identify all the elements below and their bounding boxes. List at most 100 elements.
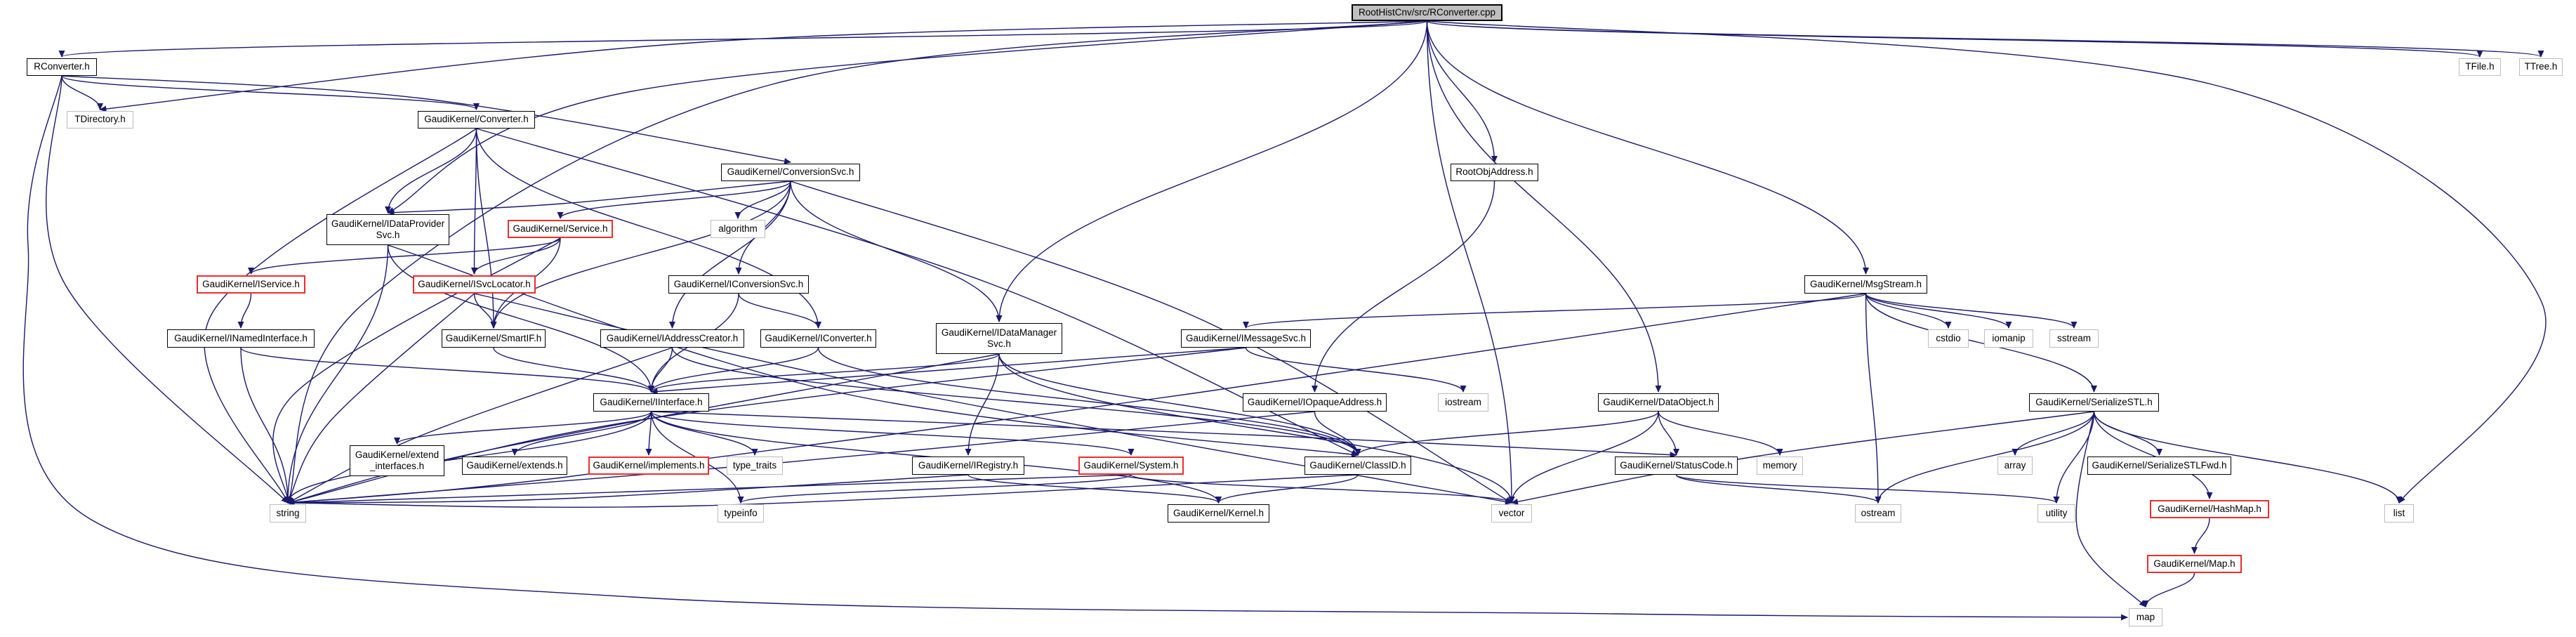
graph-node-list[interactable]: list — [2384, 504, 2414, 523]
edge-rconverter_h-tdirectory — [61, 75, 103, 110]
edge-main_cpp-idatamanagersvc — [996, 20, 1428, 322]
graph-node-rootobjaddress[interactable]: RootObjAddress.h — [1451, 164, 1538, 181]
edge-iregistry-string — [287, 474, 969, 506]
graph-node-dataobject[interactable]: GaudiKernel/DataObject.h — [1598, 393, 1719, 412]
graph-node-isvclocator[interactable]: GaudiKernel/ISvcLocator.h — [413, 275, 536, 294]
graph-node-statuscode[interactable]: GaudiKernel/StatusCode.h — [1615, 457, 1738, 475]
graph-node-iomanip[interactable]: iomanip — [1984, 329, 2033, 348]
graph-node-iopaqueaddress[interactable]: GaudiKernel/IOpaqueAddress.h — [1243, 393, 1387, 412]
edge-classid-kernel — [1215, 474, 1359, 504]
graph-node-iservice[interactable]: GaudiKernel/IService.h — [197, 275, 305, 294]
edge-main_cpp-string — [287, 20, 1427, 504]
edge-dataobject-memory — [1658, 411, 1783, 456]
graph-node-typeinfo[interactable]: typeinfo — [718, 504, 764, 523]
graph-node-algorithm[interactable]: algorithm — [711, 220, 765, 238]
edge-imessagesvc-iinterface — [650, 347, 1246, 395]
edge-conversionsvc-smartif — [490, 180, 791, 329]
edge-rconverter_h-map — [22, 75, 2128, 621]
graph-node-iaddresscreator[interactable]: GaudiKernel/IAddressCreator.h — [600, 329, 744, 348]
edge-system-typeinfo — [737, 474, 1132, 504]
graph-node-service_h[interactable]: GaudiKernel/Service.h — [508, 220, 613, 238]
graph-node-iinterface[interactable]: GaudiKernel/IInterface.h — [593, 393, 709, 412]
edge-dataobject-classid — [1354, 411, 1659, 456]
edge-main_cpp-rootobjaddress — [1426, 20, 1498, 163]
graph-node-msgstream[interactable]: GaudiKernel/MsgStream.h — [1804, 275, 1927, 294]
graph-node-ostream[interactable]: ostream — [1855, 504, 1901, 523]
graph-node-array[interactable]: array — [1997, 457, 2033, 475]
graph-node-utility[interactable]: utility — [2037, 504, 2075, 523]
graph-node-cstdio[interactable]: cstdio — [1928, 329, 1969, 348]
graph-node-sstream[interactable]: sstream — [2049, 329, 2099, 348]
edge-iinterface-extends — [511, 411, 652, 456]
edge-main_cpp-tfile — [1426, 20, 2483, 58]
graph-node-extend_interfaces[interactable]: GaudiKernel/extend _interfaces.h — [350, 445, 444, 476]
graph-node-classid[interactable]: GaudiKernel/ClassID.h — [1304, 457, 1411, 475]
graph-node-system[interactable]: GaudiKernel/System.h — [1078, 457, 1184, 475]
edge-serializestl-ostream — [1875, 411, 2095, 504]
graph-node-idataprovidersvc[interactable]: GaudiKernel/IDataProvider Svc.h — [326, 214, 449, 245]
edge-serializestl-utility — [2053, 411, 2095, 504]
edge-main_cpp-idataprovidersvc — [387, 20, 1427, 214]
edge-isvclocator-vector — [474, 293, 1512, 505]
graph-node-imessagesvc[interactable]: GaudiKernel/IMessageSvc.h — [1181, 329, 1311, 348]
edge-map_h-map — [2142, 572, 2195, 608]
edge-idatamanagersvc-iinterface — [648, 353, 1000, 393]
edge-main_cpp-ttree — [1426, 20, 2544, 58]
graph-node-iostream[interactable]: iostream — [1438, 393, 1488, 412]
edge-statuscode-ostream — [1675, 474, 1882, 504]
edge-serializestl-map — [2075, 411, 2146, 608]
edge-service_h-isvclocator — [471, 237, 561, 275]
edge-msgstream-iomanip — [1865, 293, 2012, 329]
graph-node-iregistry[interactable]: GaudiKernel/IRegistry.h — [912, 457, 1024, 475]
graph-node-memory[interactable]: memory — [1757, 457, 1803, 475]
edge-iinterface-system — [650, 411, 1135, 456]
edge-serializestl-vector — [1511, 411, 2094, 505]
graph-node-iconverter_h[interactable]: GaudiKernel/IConverter.h — [760, 329, 876, 348]
graph-node-kernel[interactable]: GaudiKernel/Kernel.h — [1168, 504, 1269, 523]
graph-node-conversionsvc[interactable]: GaudiKernel/ConversionSvc.h — [721, 164, 860, 181]
edge-classid-string — [287, 474, 1359, 508]
edge-conversionsvc-idataprovidersvc — [387, 180, 791, 216]
graph-node-serializestl[interactable]: GaudiKernel/SerializeSTL.h — [2029, 393, 2159, 412]
graph-node-extends[interactable]: GaudiKernel/extends.h — [462, 457, 567, 475]
graph-node-string[interactable]: string — [270, 504, 306, 523]
graph-node-idatamanagersvc[interactable]: GaudiKernel/IDataManager Svc.h — [936, 323, 1062, 354]
edge-system-string — [287, 474, 1132, 506]
graph-node-main_cpp: RootHistCnv/src/RConverter.cpp — [1352, 4, 1502, 21]
edge-inamedinterface-iinterface — [240, 347, 654, 393]
graph-node-iconversionsvc[interactable]: GaudiKernel/IConversionSvc.h — [668, 275, 809, 294]
graph-node-ttree[interactable]: TTree.h — [2519, 58, 2563, 76]
graph-node-type_traits[interactable]: type_traits — [727, 457, 783, 475]
graph-node-smartif[interactable]: GaudiKernel/SmartIF.h — [442, 329, 546, 348]
graph-node-tdirectory[interactable]: TDirectory.h — [67, 111, 133, 129]
edge-hashmap-map_h — [2191, 518, 2210, 554]
graph-node-hashmap[interactable]: GaudiKernel/HashMap.h — [2150, 500, 2269, 518]
edge-conversionsvc-idatamanagersvc — [790, 180, 1003, 322]
graph-node-rconverter_h[interactable]: RConverter.h — [27, 58, 97, 76]
edge-inamedinterface-string — [240, 347, 291, 504]
edge-rconverter_h-string — [46, 75, 289, 504]
edge-idatamanagersvc-classid — [998, 353, 1361, 456]
edge-iconverter_h-iinterface — [648, 347, 819, 393]
edge-iopaqueaddress-classid — [1314, 411, 1361, 456]
edge-iconverter_h-classid — [817, 347, 1361, 456]
edge-serializestl-serializestlfwd — [2093, 411, 2162, 456]
edge-dataobject-statuscode — [1658, 411, 1679, 456]
edge-rconverter_h-conversionsvc — [61, 75, 791, 164]
graph-node-converter_h[interactable]: GaudiKernel/Converter.h — [418, 111, 535, 129]
graph-node-serializestlfwd[interactable]: GaudiKernel/SerializeSTLFwd.h — [2087, 457, 2231, 475]
edge-msgstream-sstream — [1865, 293, 2078, 329]
edge-dataobject-vector — [1508, 411, 1659, 504]
graph-node-vector[interactable]: vector — [1491, 504, 1532, 523]
edge-main_cpp-list — [1427, 20, 2547, 504]
graph-node-map[interactable]: map — [2129, 608, 2162, 626]
edge-serializestl-array — [2012, 411, 2095, 456]
graph-node-tfile[interactable]: TFile.h — [2459, 58, 2501, 76]
graph-node-implements[interactable]: GaudiKernel/implements.h — [588, 457, 709, 475]
graph-node-inamedinterface[interactable]: GaudiKernel/INamedInterface.h — [167, 329, 315, 348]
edge-iservice-inamedinterface — [237, 293, 252, 329]
graph-node-map_h[interactable]: GaudiKernel/Map.h — [2147, 555, 2242, 573]
edge-main_cpp-msgstream — [1426, 20, 1869, 275]
